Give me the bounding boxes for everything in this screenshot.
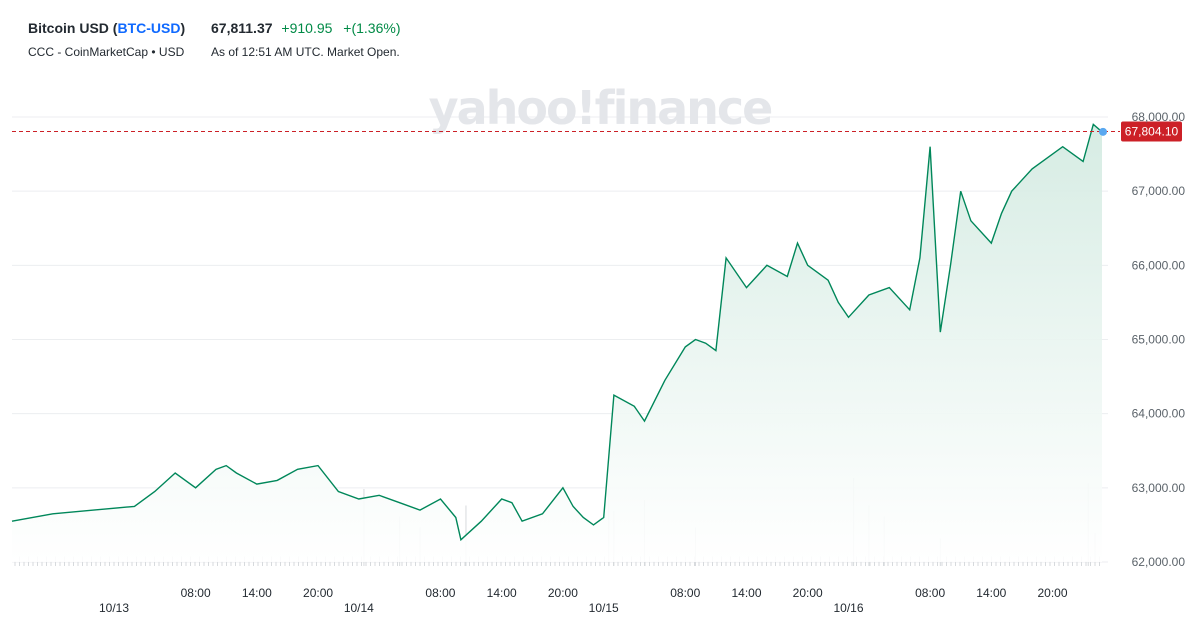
x-tick-label: 20:00 [303,586,333,600]
as-of-line: As of 12:51 AM UTC. Market Open. [211,45,400,59]
x-tick-label: 14:00 [976,586,1006,600]
x-tick-label: 08:00 [425,586,455,600]
x-tick-label: 14:00 [731,586,761,600]
instrument-name: Bitcoin USD [28,20,109,36]
x-axis: 08:00 14:00 20:00 08:00 14:00 20:00 08:00 14:00… [99,586,1068,615]
x-tick-label: 20:00 [548,586,578,600]
y-tick-label: 64,000.00 [1132,407,1186,421]
y-tick-label: 65,000.00 [1132,333,1186,347]
date-label: 10/13 [99,601,129,615]
current-price-dot [1099,127,1107,136]
x-tick-label: 20:00 [1038,586,1068,600]
price-value: 67,811.37 [211,20,273,36]
y-tick-label: 68,000.00 [1132,110,1186,124]
price-change-pct: +(1.36%) [343,20,401,36]
symbol-header: Bitcoin USD (BTC-USD) CCC - CoinMarketCa… [28,20,185,59]
price-change: +910.95 [281,20,333,36]
y-axis: 62,000.00 63,000.00 64,000.00 65,000.00 66,0… [1132,110,1186,569]
x-tick-label: 20:00 [793,586,823,600]
date-label: 10/16 [833,601,863,615]
y-tick-label: 66,000.00 [1132,258,1186,272]
current-price-tag: 67,804.10 [1121,121,1182,142]
x-tick-label: 08:00 [915,586,945,600]
x-tick-label: 08:00 [181,586,211,600]
source-line: CCC - CoinMarketCap • USD [28,45,185,59]
instrument-title: Bitcoin USD (BTC-USD) [28,20,185,36]
x-tick-label: 14:00 [242,586,272,600]
x-tick-label: 14:00 [487,586,517,600]
quote-block: 67,811.37 +910.95 +(1.36%) As of 12:51 A… [211,20,401,59]
y-tick-label: 63,000.00 [1132,481,1186,495]
y-tick-label: 67,000.00 [1132,184,1186,198]
close-paren: ) [180,20,186,36]
symbol-link[interactable]: BTC-USD [117,20,181,36]
current-price-label: 67,804.10 [1125,125,1179,139]
price-line [11,123,1103,542]
open-paren: ( [112,20,118,36]
watermark-logo: yahoo!finance [429,81,772,135]
date-label: 10/14 [344,601,374,615]
price-area [12,124,1102,563]
date-label: 10/15 [589,601,619,615]
y-tick-label: 62,000.00 [1132,555,1186,569]
x-tick-label: 08:00 [670,586,700,600]
